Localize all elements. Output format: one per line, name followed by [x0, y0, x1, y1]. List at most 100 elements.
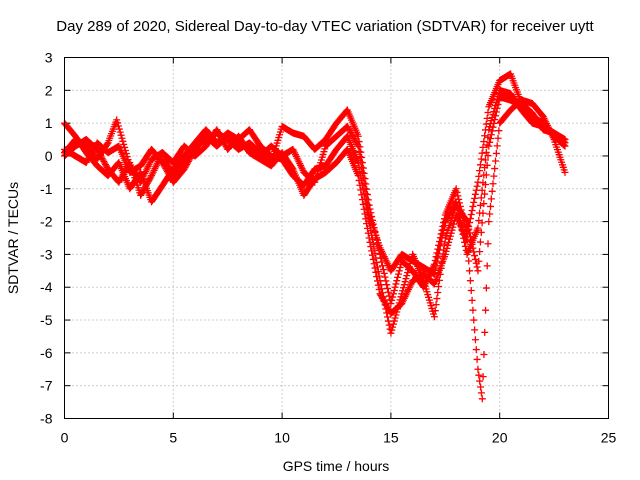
data-point: [485, 218, 493, 226]
data-point: [364, 196, 372, 204]
data-point: [102, 161, 110, 169]
data-point: [181, 164, 189, 172]
data-point: [442, 247, 450, 255]
plot-border: [64, 57, 609, 419]
data-point: [390, 317, 398, 325]
data-point: [452, 185, 460, 193]
data-point: [445, 235, 453, 243]
data-point: [440, 226, 448, 234]
data-point: [479, 373, 487, 381]
data-point: [472, 186, 480, 194]
data-point: [359, 164, 367, 172]
data-point: [404, 266, 412, 274]
data-point: [435, 246, 443, 254]
data-point: [476, 377, 484, 385]
data-point: [466, 267, 474, 275]
data-point: [160, 162, 168, 170]
data-point: [446, 209, 454, 217]
data-point: [116, 128, 124, 136]
data-point: [119, 171, 127, 179]
data-point: [395, 267, 403, 275]
data-point: [469, 202, 477, 210]
data-point: [143, 181, 151, 189]
data-point: [492, 149, 500, 157]
data-point: [97, 153, 105, 161]
data-point: [440, 222, 448, 230]
data-point: [345, 125, 353, 133]
data-point: [390, 287, 398, 295]
data-point: [383, 302, 391, 310]
y-axis-label: SDTVAR / TECUs: [5, 182, 21, 294]
data-point: [185, 156, 193, 164]
data-point: [388, 326, 396, 334]
data-point: [449, 223, 457, 231]
data-point: [117, 175, 125, 183]
series-track-4: [61, 86, 569, 278]
data-point: [464, 221, 472, 229]
data-point: [405, 263, 413, 271]
data-point: [353, 139, 361, 147]
data-point: [98, 154, 106, 162]
data-point: [475, 217, 483, 225]
data-point: [474, 267, 482, 275]
data-point: [347, 128, 355, 136]
data-point: [477, 155, 485, 163]
data-point: [470, 198, 478, 206]
data-point: [389, 293, 397, 301]
data-point: [114, 119, 122, 127]
data-point: [481, 132, 489, 140]
data-point: [373, 273, 381, 281]
data-point: [344, 124, 352, 132]
data-point: [216, 132, 224, 140]
data-point: [349, 133, 357, 141]
data-point: [379, 262, 387, 270]
data-point: [85, 154, 93, 162]
data-point: [165, 171, 173, 179]
data-point: [358, 169, 366, 177]
data-point: [399, 284, 407, 292]
data-point: [472, 346, 480, 354]
data-point: [462, 216, 470, 224]
data-point: [382, 277, 390, 285]
data-point: [348, 132, 356, 140]
data-point: [362, 180, 370, 188]
data-point: [183, 161, 191, 169]
data-point: [442, 216, 450, 224]
data-point: [439, 230, 447, 238]
data-point: [86, 151, 94, 159]
data-point: [117, 131, 125, 139]
data-point: [471, 336, 479, 344]
data-point: [396, 264, 404, 272]
data-point: [461, 238, 469, 246]
data-point: [360, 179, 368, 187]
data-point: [166, 172, 174, 180]
data-point: [142, 182, 150, 190]
data-point: [364, 229, 372, 237]
data-point: [385, 292, 393, 300]
data-point: [447, 229, 455, 237]
data-point: [490, 172, 498, 180]
data-point: [445, 210, 453, 218]
data-point: [432, 262, 440, 270]
data-point: [430, 279, 438, 287]
data-point: [387, 329, 395, 337]
data-point: [89, 146, 97, 154]
data-point: [358, 153, 366, 161]
data-point: [489, 180, 497, 188]
data-point: [120, 169, 128, 177]
data-point: [466, 229, 474, 237]
data-point: [369, 255, 377, 263]
data-point: [483, 262, 491, 270]
data-point: [394, 270, 402, 278]
data-point: [431, 307, 439, 315]
data-point: [352, 138, 360, 146]
data-point: [471, 190, 479, 198]
data-point: [475, 257, 483, 265]
data-point: [455, 210, 463, 218]
data-point: [354, 132, 362, 140]
data-point: [494, 134, 502, 142]
data-point: [457, 222, 465, 230]
data-point: [476, 248, 484, 256]
y-tick-label: -3: [40, 246, 53, 262]
